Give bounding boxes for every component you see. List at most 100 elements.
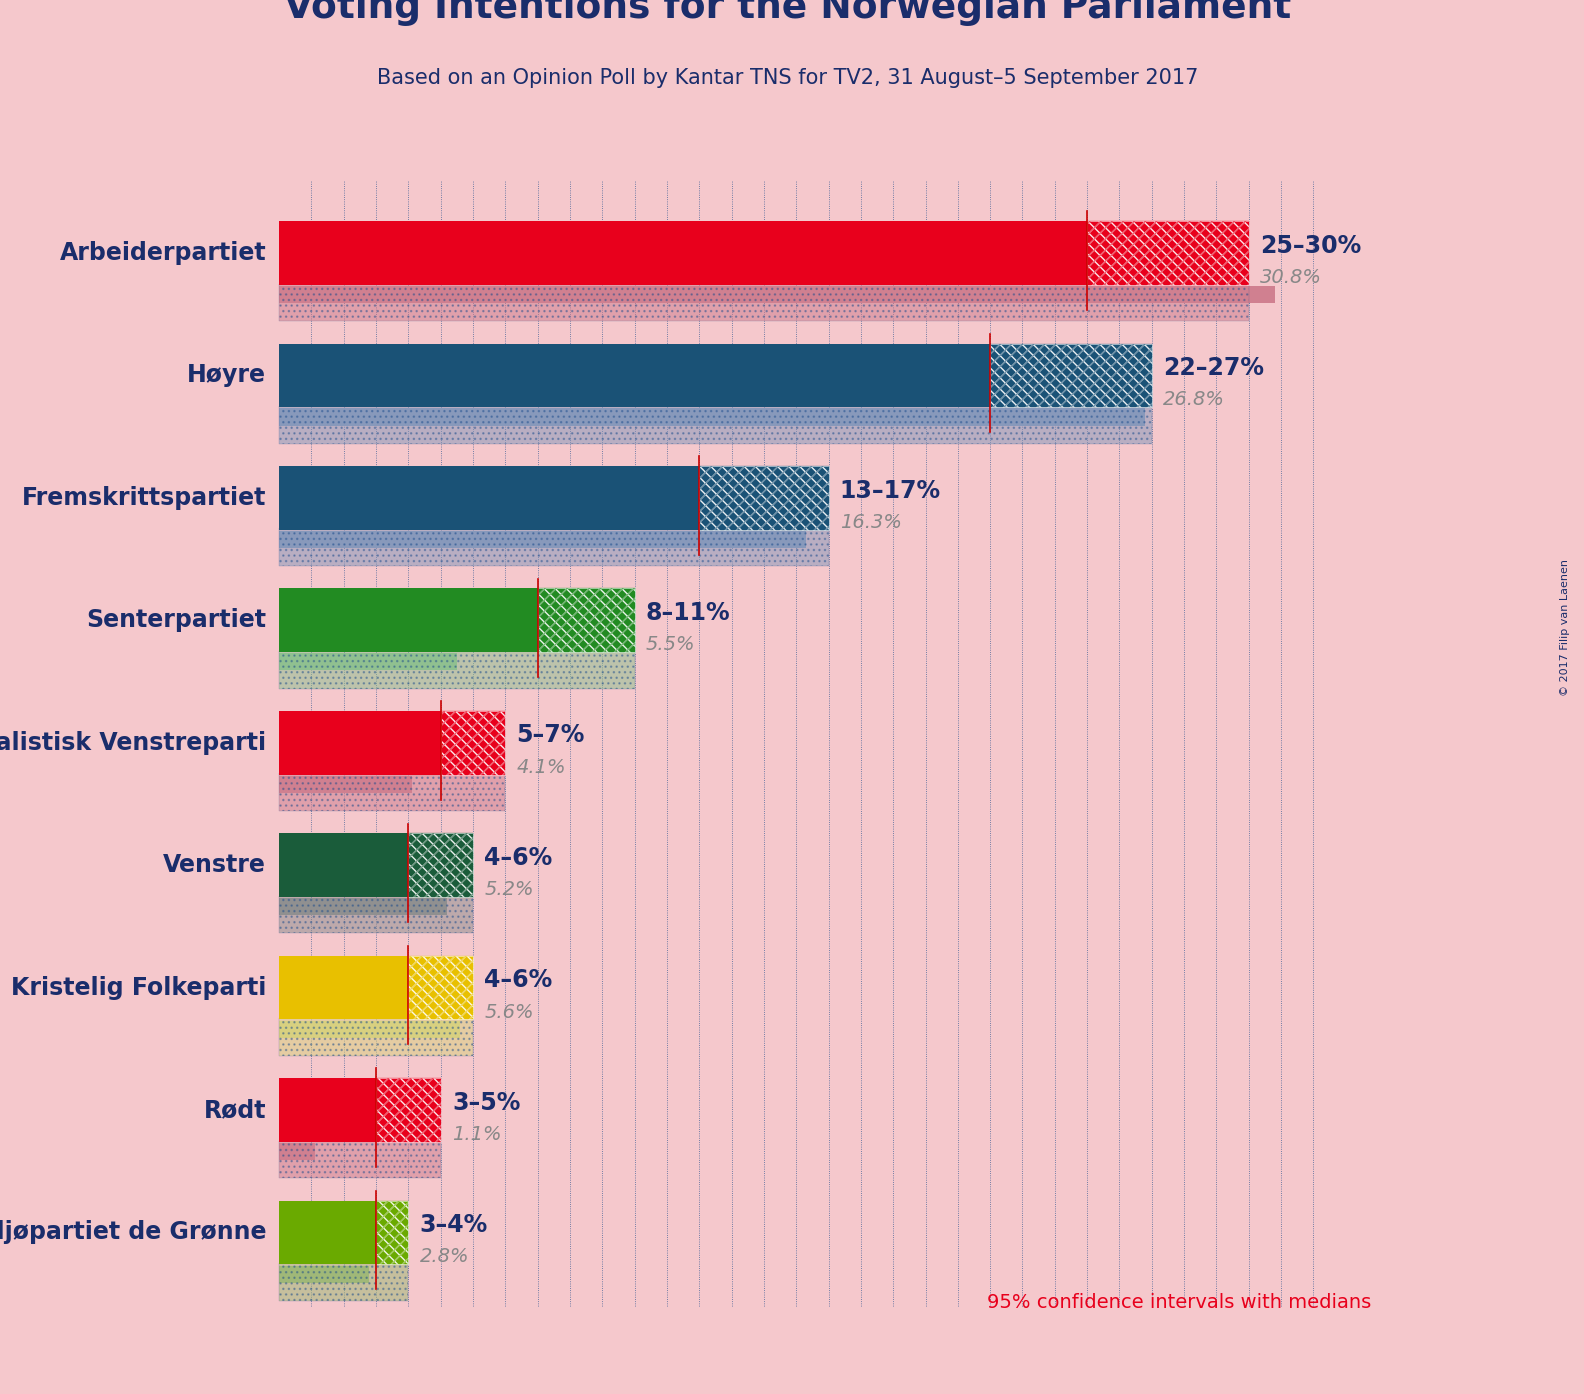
Text: Høyre: Høyre: [187, 364, 266, 388]
Bar: [279, 1140, 440, 1178]
Bar: [537, 588, 635, 652]
Bar: [279, 528, 828, 566]
Text: 26.8%: 26.8%: [1163, 390, 1224, 410]
Bar: [279, 834, 409, 896]
Bar: [279, 898, 474, 916]
Text: 2.8%: 2.8%: [420, 1248, 469, 1267]
Text: 95% confidence intervals with medians: 95% confidence intervals with medians: [987, 1294, 1372, 1312]
Bar: [699, 466, 828, 530]
Text: 13–17%: 13–17%: [840, 478, 941, 502]
Bar: [375, 1200, 409, 1264]
Bar: [279, 776, 505, 793]
Bar: [279, 654, 456, 671]
Text: 5.6%: 5.6%: [485, 1002, 534, 1022]
Bar: [440, 711, 505, 775]
Bar: [279, 1140, 440, 1178]
Text: 30.8%: 30.8%: [1261, 268, 1323, 287]
Bar: [279, 896, 474, 934]
Text: Based on an Opinion Poll by Kantar TNS for TV2, 31 August–5 September 2017: Based on an Opinion Poll by Kantar TNS f…: [377, 68, 1199, 88]
Bar: [375, 1200, 409, 1264]
Bar: [279, 896, 474, 934]
Bar: [409, 956, 474, 1019]
Bar: [279, 651, 635, 689]
Bar: [279, 711, 440, 775]
Bar: [279, 588, 537, 652]
Bar: [279, 408, 1152, 425]
Bar: [279, 1263, 409, 1301]
Bar: [375, 1078, 440, 1142]
Bar: [440, 711, 505, 775]
Text: 5–7%: 5–7%: [516, 723, 584, 747]
Bar: [440, 711, 505, 775]
Bar: [537, 588, 635, 652]
Bar: [279, 408, 1145, 425]
Text: Venstre: Venstre: [163, 853, 266, 877]
Bar: [279, 531, 806, 548]
Bar: [375, 1078, 440, 1142]
Bar: [279, 222, 1087, 284]
Bar: [409, 834, 474, 896]
Bar: [279, 406, 1152, 443]
Text: 4–6%: 4–6%: [485, 846, 553, 870]
Text: Fremskrittspartiet: Fremskrittspartiet: [22, 487, 266, 510]
Bar: [279, 283, 1248, 321]
Bar: [537, 588, 635, 652]
Bar: [279, 774, 505, 811]
Bar: [279, 1078, 375, 1142]
Text: Sosialistisk Venstreparti: Sosialistisk Venstreparti: [0, 730, 266, 754]
Bar: [279, 466, 699, 530]
Bar: [279, 1018, 474, 1055]
Bar: [409, 956, 474, 1019]
Text: 25–30%: 25–30%: [1261, 234, 1361, 258]
Text: 8–11%: 8–11%: [646, 601, 730, 625]
Bar: [375, 1078, 440, 1142]
Bar: [375, 1200, 409, 1264]
Text: 5.5%: 5.5%: [646, 636, 695, 654]
Text: 5.2%: 5.2%: [485, 880, 534, 899]
Bar: [279, 1200, 375, 1264]
Bar: [409, 834, 474, 896]
Text: 22–27%: 22–27%: [1163, 355, 1264, 381]
Text: Senterpartiet: Senterpartiet: [86, 608, 266, 633]
Bar: [699, 466, 828, 530]
Bar: [279, 898, 447, 916]
Text: 4–6%: 4–6%: [485, 969, 553, 993]
Bar: [279, 343, 990, 407]
Text: © 2017 Filip van Laenen: © 2017 Filip van Laenen: [1560, 559, 1570, 696]
Bar: [409, 956, 474, 1019]
Text: Voting Intentions for the Norwegian Parliament: Voting Intentions for the Norwegian Parl…: [285, 0, 1291, 26]
Bar: [409, 834, 474, 896]
Bar: [279, 1263, 409, 1301]
Bar: [279, 286, 1275, 302]
Bar: [990, 343, 1152, 407]
Bar: [279, 1266, 409, 1282]
Bar: [279, 1143, 315, 1160]
Text: 3–5%: 3–5%: [451, 1090, 520, 1115]
Text: 3–4%: 3–4%: [420, 1213, 488, 1236]
Bar: [279, 776, 412, 793]
Bar: [279, 774, 505, 811]
Bar: [279, 956, 409, 1019]
Bar: [279, 1020, 474, 1037]
Bar: [279, 651, 635, 689]
Bar: [279, 286, 1248, 302]
Bar: [279, 283, 1248, 321]
Text: 4.1%: 4.1%: [516, 758, 565, 776]
Bar: [279, 1020, 459, 1037]
Text: 1.1%: 1.1%: [451, 1125, 502, 1144]
Text: Kristelig Folkeparti: Kristelig Folkeparti: [11, 976, 266, 999]
Text: 16.3%: 16.3%: [840, 513, 901, 533]
Bar: [279, 528, 828, 566]
Bar: [279, 1018, 474, 1055]
Bar: [1087, 222, 1248, 284]
Bar: [990, 343, 1152, 407]
Bar: [1087, 222, 1248, 284]
Bar: [279, 1266, 369, 1282]
Bar: [699, 466, 828, 530]
Bar: [279, 531, 828, 548]
Bar: [279, 406, 1152, 443]
Bar: [1087, 222, 1248, 284]
Bar: [279, 1143, 440, 1160]
Bar: [279, 654, 635, 671]
Text: Rødt: Rødt: [204, 1098, 266, 1122]
